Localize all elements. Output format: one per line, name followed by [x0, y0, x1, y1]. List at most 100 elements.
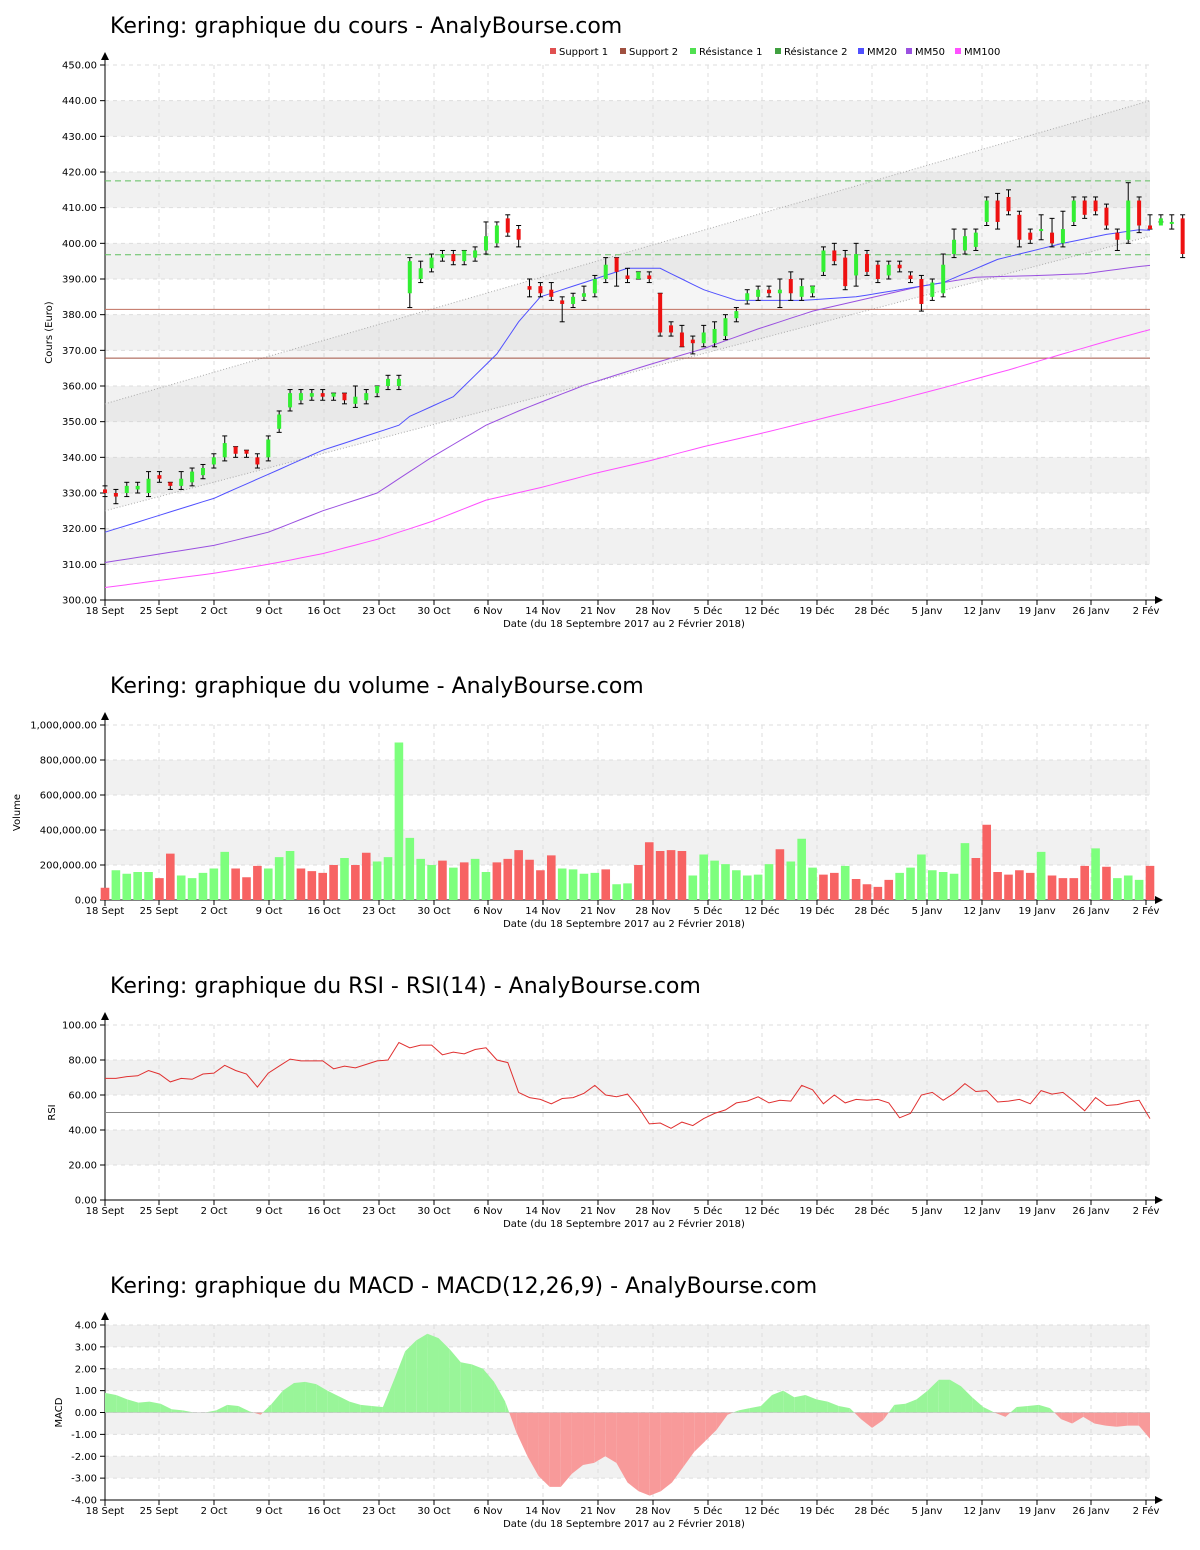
- volume-bar: [274, 857, 284, 900]
- volume-bar: [253, 865, 262, 900]
- volume-bar: [960, 843, 970, 900]
- candle-body: [146, 478, 151, 493]
- band: [105, 1325, 1150, 1347]
- candle-body: [418, 268, 423, 279]
- volume-bar: [372, 861, 382, 900]
- x-tick-label: 2 Fév: [1133, 1505, 1160, 1517]
- volume-bar: [405, 837, 415, 900]
- macd-area-segment: [733, 1410, 739, 1413]
- candle-body: [1126, 200, 1131, 240]
- x-tick-label: 2 Oct: [201, 606, 228, 617]
- legend-swatch: [690, 48, 696, 54]
- x-tick-label: 9 Oct: [256, 906, 283, 917]
- macd-area-segment: [271, 1390, 283, 1413]
- band: [105, 760, 1150, 795]
- volume-bar: [340, 858, 349, 900]
- volume-bar: [982, 824, 992, 900]
- x-tick-label: 19 Déc: [799, 1205, 834, 1217]
- y-tick-label: 400.00: [62, 239, 97, 250]
- macd-area-segment: [983, 1407, 995, 1413]
- macd-area-segment: [527, 1412, 539, 1476]
- x-tick-label: 9 Oct: [256, 1506, 283, 1517]
- candle-body: [777, 289, 782, 294]
- volume-bar: [503, 858, 513, 900]
- macd-area-segment: [427, 1333, 439, 1413]
- volume-bar: [100, 887, 110, 900]
- y-tick-label: 410.00: [62, 203, 97, 214]
- candle-body: [179, 478, 184, 486]
- macd-area-segment: [805, 1395, 817, 1413]
- x-tick-label: 23 Oct: [362, 1206, 395, 1217]
- candle-body: [505, 218, 510, 233]
- y-tick-label: 2.00: [75, 1364, 97, 1375]
- y-tick-label: 80.00: [68, 1056, 97, 1067]
- x-tick-label: 23 Oct: [362, 906, 395, 917]
- volume-bar: [427, 865, 436, 900]
- candle-body: [233, 446, 238, 454]
- volume-bar: [1091, 848, 1100, 900]
- candle-body: [941, 264, 946, 294]
- x-tick-label: 2 Fév: [1133, 1205, 1160, 1217]
- volume-bar: [601, 869, 611, 900]
- volume-bar: [688, 875, 698, 900]
- x-tick-label: 28 Nov: [635, 1506, 671, 1517]
- x-tick-label: 5 Janv: [912, 606, 943, 617]
- y-tick-label: 330.00: [62, 489, 97, 500]
- candle-body: [364, 393, 369, 401]
- macd-area-segment: [549, 1412, 561, 1487]
- x-tick-label: 16 Oct: [307, 906, 340, 917]
- y-tick-label: 300.00: [62, 596, 97, 607]
- x-tick-label: 30 Oct: [417, 1506, 450, 1517]
- macd-area-segment: [282, 1382, 294, 1413]
- volume-bar: [1080, 865, 1089, 900]
- volume-chart: Kering: graphique du volume - AnalyBours…: [12, 674, 1163, 930]
- y-tick-label: 60.00: [68, 1091, 97, 1102]
- candle-body: [799, 286, 804, 297]
- x-tick-label: 23 Oct: [362, 606, 395, 617]
- macd-area-segment: [794, 1395, 806, 1413]
- volume-bar: [198, 872, 208, 900]
- x-tick-label: 30 Oct: [417, 1206, 450, 1217]
- candle-body: [843, 257, 848, 287]
- candle-body: [995, 200, 1000, 222]
- macd-area-segment: [905, 1399, 917, 1413]
- candle-body: [952, 239, 957, 255]
- candle-body: [331, 393, 336, 397]
- candle-body: [407, 261, 412, 294]
- candle-body: [1050, 232, 1055, 244]
- candle-body: [113, 493, 118, 497]
- candle-body: [1060, 229, 1065, 244]
- macd-area-segment: [583, 1412, 595, 1465]
- y-tick-label: 350.00: [62, 417, 97, 428]
- macd-area-segment: [816, 1399, 828, 1413]
- legend-swatch: [955, 48, 961, 54]
- macd-area-segment: [471, 1364, 483, 1413]
- legend-label: Résistance 2: [784, 46, 847, 58]
- macd-area-segment: [438, 1338, 450, 1413]
- macd-area-segment: [160, 1403, 172, 1413]
- legend-label: MM20: [867, 47, 897, 58]
- macd-area-segment: [783, 1390, 795, 1413]
- x-tick-label: 25 Sept: [140, 906, 179, 917]
- macd-chart-x-axis-label: Date (du 18 Septembre 2017 au 2 Février …: [503, 1518, 745, 1530]
- x-tick-label: 14 Nov: [525, 606, 561, 617]
- candle-body: [103, 489, 107, 493]
- x-tick-label: 28 Déc: [854, 605, 889, 617]
- volume-bar: [1102, 866, 1111, 900]
- candle-body: [494, 225, 499, 244]
- candle-body: [701, 332, 706, 344]
- candle-body: [679, 332, 684, 347]
- y-tick-label: 0.00: [75, 896, 97, 907]
- candle-body: [483, 236, 488, 251]
- legend-label: MM50: [915, 47, 945, 58]
- macd-area-segment: [1127, 1412, 1139, 1426]
- macd-area-segment: [405, 1340, 417, 1413]
- candle-body: [712, 328, 717, 344]
- y-tick-label: -4.00: [71, 1496, 97, 1507]
- candle-body: [864, 254, 869, 272]
- x-tick-label: 21 Nov: [580, 906, 616, 917]
- candle-body: [614, 257, 619, 272]
- x-tick-label: 5 Janv: [912, 906, 943, 917]
- rsi-chart-y-axis-label: RSI: [47, 1104, 58, 1120]
